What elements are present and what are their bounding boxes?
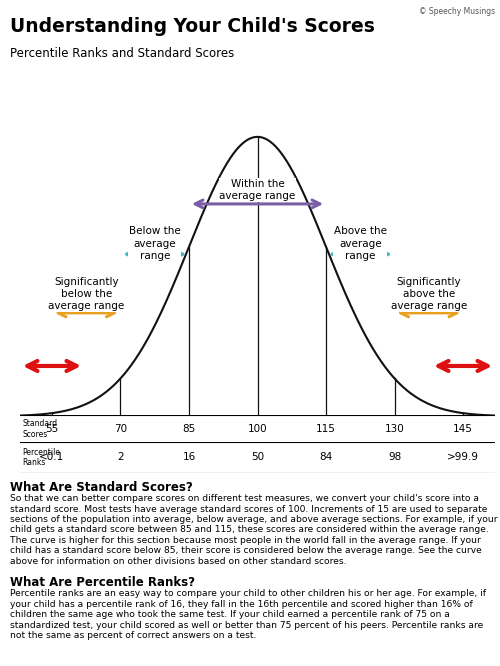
Text: Significantly
below the
average range: Significantly below the average range — [48, 276, 124, 312]
Text: What Are Percentile Ranks?: What Are Percentile Ranks? — [10, 576, 195, 589]
Text: 70: 70 — [114, 424, 127, 434]
Text: What Are Standard Scores?: What Are Standard Scores? — [10, 481, 193, 494]
Text: So that we can better compare scores on different test measures, we convert your: So that we can better compare scores on … — [10, 494, 498, 565]
Text: 84: 84 — [320, 452, 332, 462]
Text: 145: 145 — [453, 424, 473, 434]
Text: 130: 130 — [384, 424, 404, 434]
Text: >99.9: >99.9 — [447, 452, 479, 462]
Text: <0.1: <0.1 — [40, 452, 64, 462]
Text: Percentile Ranks and Standard Scores: Percentile Ranks and Standard Scores — [10, 47, 234, 60]
Text: 2: 2 — [117, 452, 124, 462]
Text: 100: 100 — [248, 424, 268, 434]
Text: 85: 85 — [182, 424, 196, 434]
Text: 16: 16 — [182, 452, 196, 462]
Text: Standard
Scores: Standard Scores — [22, 419, 58, 439]
Text: 55: 55 — [46, 424, 59, 434]
Text: Understanding Your Child's Scores: Understanding Your Child's Scores — [10, 17, 375, 36]
Text: © Speechy Musings: © Speechy Musings — [419, 7, 495, 16]
Text: 115: 115 — [316, 424, 336, 434]
Text: Percentile ranks are an easy way to compare your child to other children his or : Percentile ranks are an easy way to comp… — [10, 589, 486, 640]
Text: Above the
average
range: Above the average range — [334, 226, 387, 261]
Text: Below the
average
range: Below the average range — [129, 226, 180, 261]
Text: Significantly
above the
average range: Significantly above the average range — [390, 276, 467, 312]
Text: Within the
average range: Within the average range — [220, 178, 296, 201]
Text: 98: 98 — [388, 452, 401, 462]
Text: Percentile
Ranks: Percentile Ranks — [22, 448, 60, 467]
Text: 50: 50 — [251, 452, 264, 462]
